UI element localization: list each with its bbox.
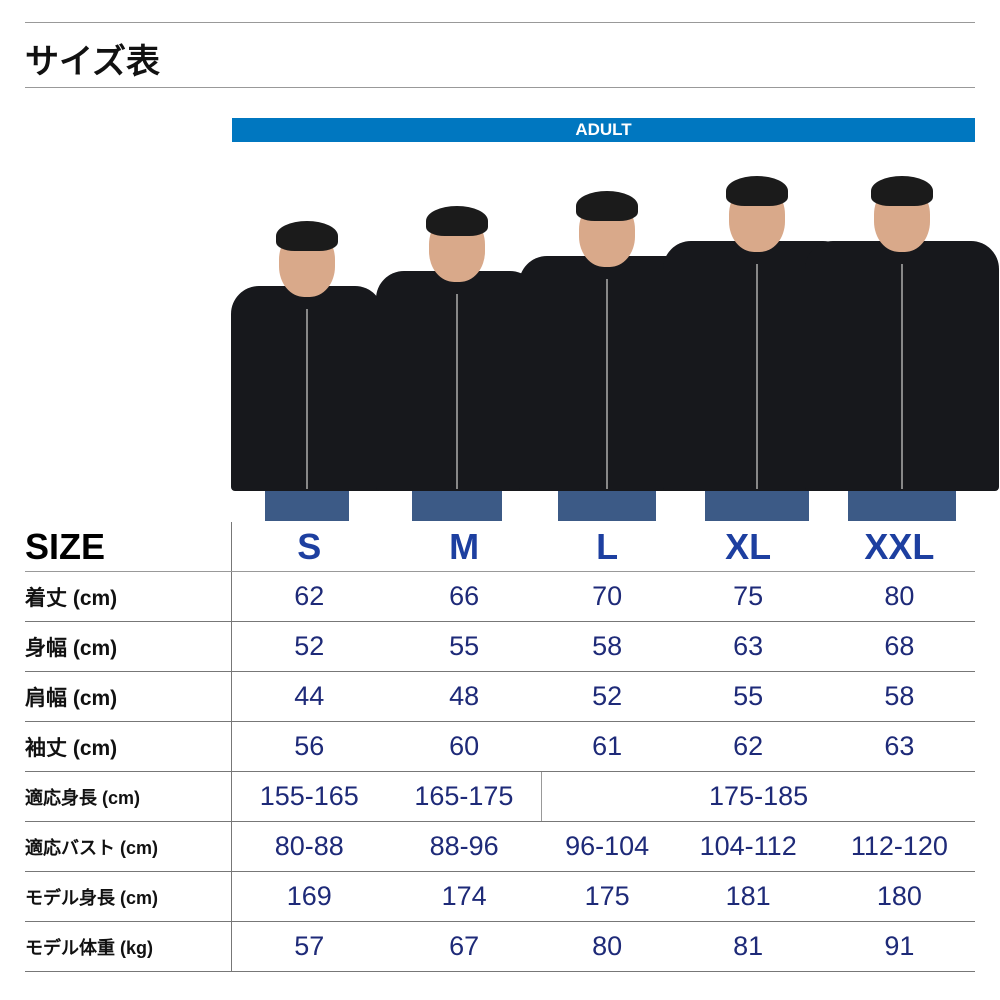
table-row: 着丈 (cm) 62 66 70 75 80 (25, 571, 975, 622)
row-label: 適応身長 (cm) (25, 771, 232, 822)
cell: 52 (231, 621, 387, 672)
cell: 61 (541, 721, 673, 772)
cell: 96-104 (541, 821, 673, 872)
cell: 112-120 (823, 821, 975, 872)
cell: 165-175 (386, 771, 542, 822)
row-label: 身幅 (cm) (25, 621, 232, 672)
cell: 80-88 (231, 821, 387, 872)
size-label: SIZE (25, 522, 232, 572)
cell: 58 (541, 621, 673, 672)
cell: 181 (672, 871, 824, 922)
table-row: 身幅 (cm) 52 55 58 63 68 (25, 621, 975, 672)
cell: 52 (541, 671, 673, 722)
table-row: 袖丈 (cm) 56 60 61 62 63 (25, 721, 975, 772)
cell: 88-96 (386, 821, 542, 872)
table-row: 適応バスト (cm) 80-88 88-96 96-104 104-112 112-120 (25, 821, 975, 872)
cell: 57 (231, 921, 387, 972)
cell: 70 (541, 571, 673, 622)
cell: 62 (231, 571, 387, 622)
cell: 63 (823, 721, 975, 772)
cell: 80 (823, 571, 975, 622)
cell: 68 (823, 621, 975, 672)
table-row-height-range: 適応身長 (cm) 155-165 165-175 175-185 (25, 771, 975, 822)
cell: 55 (386, 621, 542, 672)
row-label: モデル身長 (cm) (25, 871, 232, 922)
cell: 180 (823, 871, 975, 922)
table-row: モデル体重 (kg) 57 67 80 81 91 (25, 921, 975, 972)
adult-banner: ADULT (232, 118, 975, 142)
cell: 55 (672, 671, 824, 722)
cell: 58 (823, 671, 975, 722)
cell: 175-185 (541, 771, 975, 822)
cell: 104-112 (672, 821, 824, 872)
table-row: モデル身長 (cm) 169 174 175 181 180 (25, 871, 975, 922)
cell: 48 (386, 671, 542, 722)
size-xxl: XXL (823, 522, 975, 572)
title-divider (25, 87, 975, 88)
cell: 67 (386, 921, 542, 972)
cell: 44 (231, 671, 387, 722)
cell: 62 (672, 721, 824, 772)
cell: 75 (672, 571, 824, 622)
cell: 56 (231, 721, 387, 772)
cell: 80 (541, 921, 673, 972)
size-header-row: SIZE S M L XL XXL (25, 522, 975, 572)
cell: 81 (672, 921, 824, 972)
model-figure (373, 206, 541, 521)
cell: 155-165 (231, 771, 387, 822)
size-m: M (386, 522, 542, 572)
page-title: サイズ表 (25, 42, 160, 82)
cell: 175 (541, 871, 673, 922)
top-divider (25, 22, 975, 23)
cell: 174 (386, 871, 542, 922)
model-photos (231, 165, 1000, 521)
row-label: モデル体重 (kg) (25, 921, 232, 972)
row-label: 着丈 (cm) (25, 571, 232, 622)
model-figure (801, 176, 1000, 521)
size-table: SIZE S M L XL XXL 着丈 (cm) 62 66 70 75 80 身幅 (c… (25, 522, 975, 972)
cell: 169 (231, 871, 387, 922)
model-figure (228, 221, 386, 521)
cell: 63 (672, 621, 824, 672)
row-label: 適応バスト (cm) (25, 821, 232, 872)
size-xl: XL (672, 522, 824, 572)
cell: 91 (823, 921, 975, 972)
row-label: 袖丈 (cm) (25, 721, 232, 772)
table-row: 肩幅 (cm) 44 48 52 55 58 (25, 671, 975, 722)
size-l: L (541, 522, 673, 572)
row-label: 肩幅 (cm) (25, 671, 232, 722)
cell: 60 (386, 721, 542, 772)
cell: 66 (386, 571, 542, 622)
size-s: S (231, 522, 387, 572)
